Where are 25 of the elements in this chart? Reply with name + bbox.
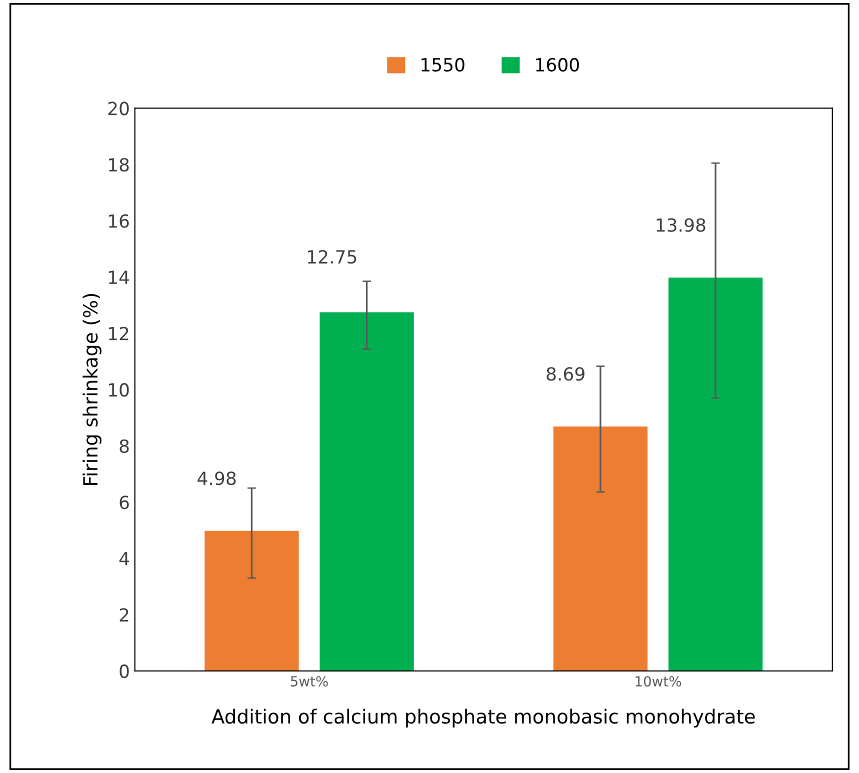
y-tick-label: 0 xyxy=(120,664,129,678)
y-tick-label: 12 xyxy=(109,326,128,340)
data-label: 4.98 xyxy=(198,471,236,486)
y-tick-label: 6 xyxy=(120,496,129,510)
y-tick-label: 2 xyxy=(120,608,128,622)
bar xyxy=(553,426,648,671)
legend-label: 1550 xyxy=(422,58,464,72)
y-tick-label: 14 xyxy=(109,270,129,284)
data-label: 8.69 xyxy=(546,367,584,381)
bar xyxy=(668,278,763,671)
y-tick-label: 18 xyxy=(109,158,129,172)
y-tick-label: 4 xyxy=(119,552,129,566)
y-tick-label: 16 xyxy=(109,214,129,228)
x-tick-label: 5wt% xyxy=(290,676,328,687)
data-label: 12.75 xyxy=(308,250,356,264)
y-tick-label: 10 xyxy=(109,383,129,397)
bar xyxy=(204,530,299,671)
y-tick-label: 8 xyxy=(120,439,129,453)
y-axis-title: Firing shrinkage (%) xyxy=(82,294,102,485)
bar xyxy=(320,312,414,671)
y-tick-label: 20 xyxy=(108,102,129,116)
x-axis-title: Addition of calcium phosphate monobasic monohydrate xyxy=(212,708,755,728)
x-tick-label: 10wt% xyxy=(636,676,682,687)
data-label: 13.98 xyxy=(656,218,706,232)
legend-label: 1600 xyxy=(536,58,579,72)
